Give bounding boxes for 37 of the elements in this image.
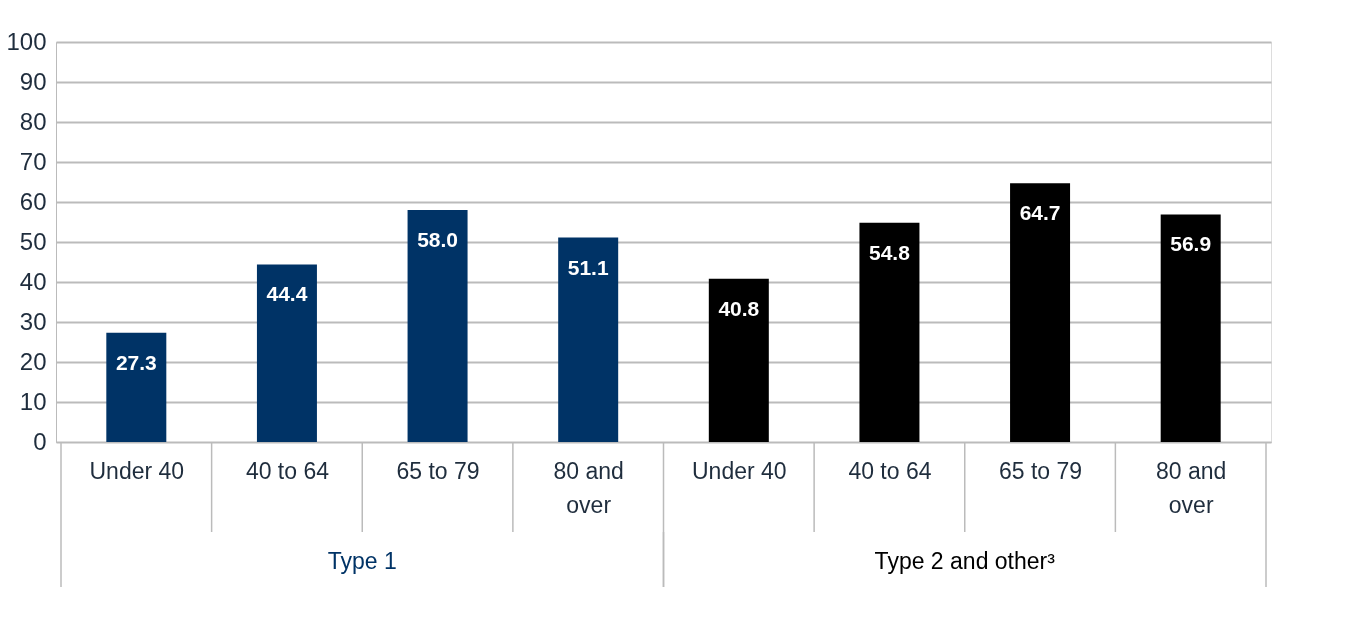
x-tick-label: Under 40 — [89, 457, 185, 484]
x-tick-label: 40 to 64 — [245, 457, 330, 484]
bar — [256, 264, 317, 442]
data-label: 58.0 — [417, 228, 458, 251]
x-tick-label: 80 and over — [1156, 457, 1227, 518]
y-tick-label: 70 — [19, 147, 47, 175]
data-label: 27.3 — [115, 350, 157, 374]
data-label: 56.9 — [1170, 232, 1212, 256]
y-tick-label: 0 — [33, 427, 47, 455]
y-tick-label: 20 — [19, 347, 47, 375]
x-tick-label: 40 to 64 — [848, 457, 932, 484]
y-tick-label: 60 — [19, 187, 47, 215]
y-tick-label: 80 — [19, 107, 47, 135]
bar — [1160, 214, 1221, 442]
text: Type 2 and other³ — [874, 548, 1056, 574]
data-label: 40.8 — [718, 296, 760, 320]
x-tick-label: Under 40 — [692, 457, 787, 484]
bar — [708, 278, 769, 442]
y-tick-label: 10 — [19, 387, 47, 415]
data-label: 64.7 — [1019, 201, 1061, 225]
data-label: 44.4 — [266, 282, 308, 306]
bar — [106, 332, 167, 442]
y-tick-label: 30 — [19, 307, 47, 335]
y-tick-label: 90 — [19, 67, 47, 95]
bar — [859, 222, 920, 442]
data-label: 54.8 — [869, 240, 911, 264]
bar — [1010, 183, 1071, 442]
y-tick-label: 50 — [19, 227, 47, 255]
y-tick-label: 40 — [19, 267, 47, 295]
text: Type 1 — [327, 548, 397, 574]
bar — [558, 237, 619, 442]
data-label: 51.1 — [567, 255, 609, 279]
x-tick-label: 65 to 79 — [998, 457, 1083, 484]
x-tick-label: 80 and over — [553, 457, 624, 518]
x-tick-label: 65 to 79 — [396, 457, 480, 484]
bar — [407, 210, 468, 442]
y-tick-label: 100 — [6, 27, 47, 55]
